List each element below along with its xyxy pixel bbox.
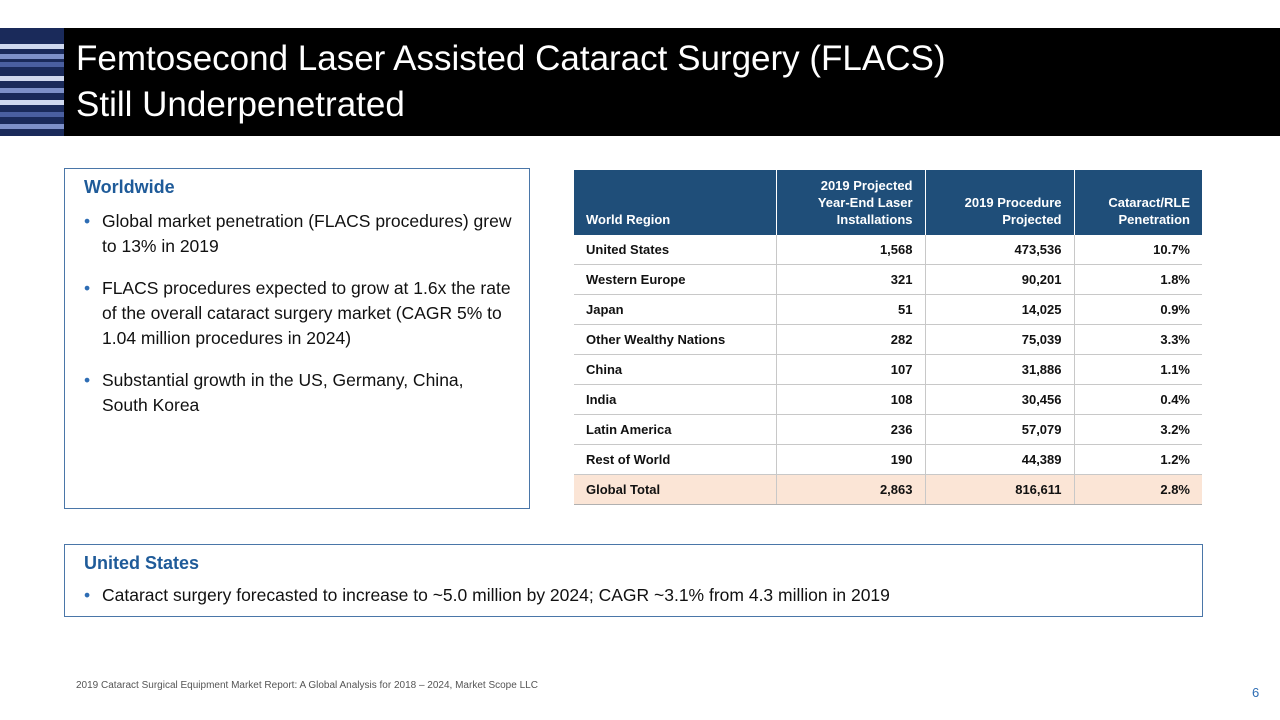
table-cell: 1,568 — [776, 235, 926, 265]
table-cell: 1.1% — [1074, 354, 1202, 385]
bullet-text: Cataract surgery forecasted to increase … — [102, 585, 890, 605]
table-row: India 108 30,456 0.4% — [574, 384, 1202, 415]
united-states-bullet-list: • Cataract surgery forecasted to increase… — [84, 583, 1184, 625]
bullet-icon: • — [84, 278, 91, 298]
table-row: United States 1,568 473,536 10.7% — [574, 235, 1202, 265]
worldwide-heading: Worldwide — [84, 177, 175, 197]
table-cell: Other Wealthy Nations — [574, 324, 777, 355]
column-header: 2019 Procedure Projected — [925, 170, 1075, 235]
table-cell: 108 — [776, 384, 926, 415]
list-item: • Global market penetration (FLACS proced… — [84, 209, 514, 259]
slide-title: Femtosecond Laser Assisted Cataract Surg… — [76, 36, 946, 128]
worldwide-bullet-list: • Global market penetration (FLACS proced… — [84, 209, 514, 435]
title-bar: Femtosecond Laser Assisted Cataract Surg… — [0, 28, 1280, 136]
united-states-heading: United States — [84, 553, 200, 573]
table-cell: 107 — [776, 354, 926, 385]
table-cell: 3.3% — [1074, 324, 1202, 355]
table-cell: China — [574, 354, 777, 385]
table-cell: Latin America — [574, 414, 777, 445]
table-row: Japan 51 14,025 0.9% — [574, 294, 1202, 325]
title-decoration-image — [0, 28, 64, 136]
page-number: 6 — [1252, 685, 1260, 700]
column-header: World Region — [574, 170, 777, 235]
table-row: Other Wealthy Nations 282 75,039 3.3% — [574, 324, 1202, 355]
table-cell: Rest of World — [574, 444, 777, 475]
table-cell: 473,536 — [925, 235, 1075, 265]
bullet-icon: • — [84, 211, 91, 231]
title-line-2: Still Underpenetrated — [76, 85, 405, 124]
table-cell: 2,863 — [776, 474, 926, 505]
table-cell: Western Europe — [574, 264, 777, 295]
table-row: Western Europe 321 90,201 1.8% — [574, 264, 1202, 295]
table-cell: 0.4% — [1074, 384, 1202, 415]
table-cell: 321 — [776, 264, 926, 295]
table-row: Rest of World 190 44,389 1.2% — [574, 444, 1202, 475]
table-cell: 816,611 — [925, 474, 1075, 505]
bullet-text: Substantial growth in the US, Germany, C… — [102, 370, 464, 415]
table-cell: 190 — [776, 444, 926, 475]
list-item: • Substantial growth in the US, Germany, … — [84, 368, 514, 418]
source-citation: 2019 Cataract Surgical Equipment Market … — [76, 680, 538, 691]
table-cell: 282 — [776, 324, 926, 355]
table-cell: 3.2% — [1074, 414, 1202, 445]
table-cell: United States — [574, 235, 777, 265]
table-total-row: Global Total 2,863 816,611 2.8% — [574, 474, 1202, 505]
table-cell: 90,201 — [925, 264, 1075, 295]
table-cell: 236 — [776, 414, 926, 445]
bullet-text: FLACS procedures expected to grow at 1.6… — [102, 278, 511, 348]
table-cell: 2.8% — [1074, 474, 1202, 505]
table-cell: 14,025 — [925, 294, 1075, 325]
united-states-panel: United States • Cataract surgery forecast… — [64, 544, 1203, 617]
list-item: • Cataract surgery forecasted to increase… — [84, 583, 1184, 608]
worldwide-panel: Worldwide • Global market penetration (FL… — [64, 168, 530, 509]
table-cell: 0.9% — [1074, 294, 1202, 325]
table-cell: 30,456 — [925, 384, 1075, 415]
table-cell: 75,039 — [925, 324, 1075, 355]
table-cell: Global Total — [574, 474, 777, 505]
bullet-icon: • — [84, 370, 91, 390]
table-cell: India — [574, 384, 777, 415]
title-line-1: Femtosecond Laser Assisted Cataract Surg… — [76, 39, 946, 78]
table-cell: Japan — [574, 294, 777, 325]
bullet-text: Global market penetration (FLACS procedu… — [102, 211, 512, 256]
table-row: China 107 31,886 1.1% — [574, 354, 1202, 385]
list-item: • FLACS procedures expected to grow at 1.… — [84, 276, 514, 351]
table-header-row: World Region 2019 Projected Year-End Las… — [574, 170, 1202, 235]
table-cell: 31,886 — [925, 354, 1075, 385]
column-header: Cataract/RLE Penetration — [1074, 170, 1202, 235]
table-cell: 51 — [776, 294, 926, 325]
table-row: Latin America 236 57,079 3.2% — [574, 414, 1202, 445]
region-penetration-table: World Region 2019 Projected Year-End Las… — [574, 170, 1202, 505]
table-cell: 57,079 — [925, 414, 1075, 445]
table-cell: 44,389 — [925, 444, 1075, 475]
table-cell: 1.8% — [1074, 264, 1202, 295]
column-header: 2019 Projected Year-End Laser Installati… — [776, 170, 926, 235]
table-cell: 10.7% — [1074, 235, 1202, 265]
table-cell: 1.2% — [1074, 444, 1202, 475]
bullet-icon: • — [84, 585, 91, 605]
